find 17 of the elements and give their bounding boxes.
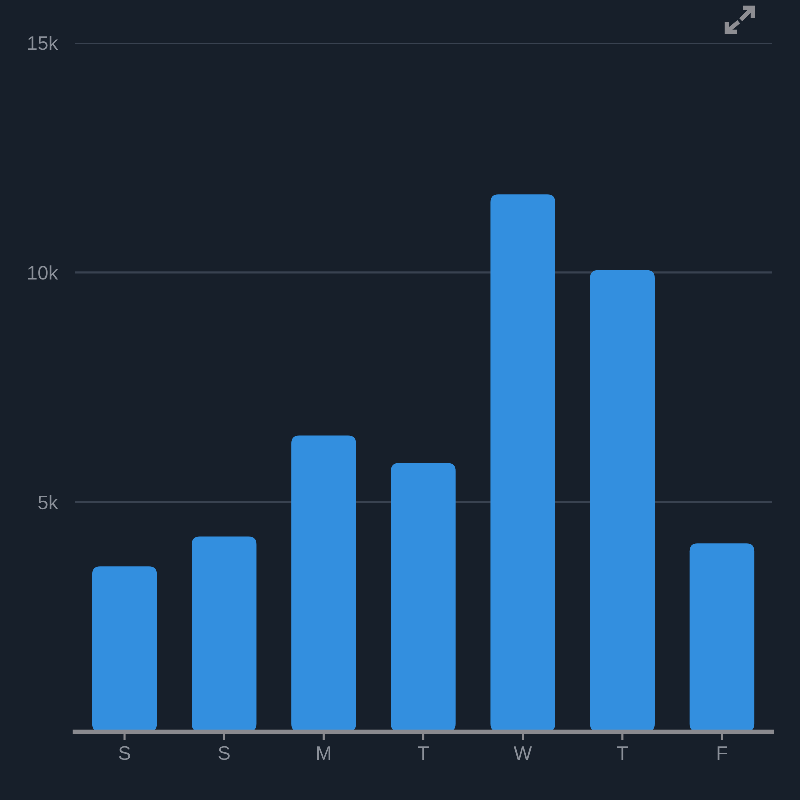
bar (391, 463, 456, 732)
x-tick-label: T (617, 746, 628, 760)
bar (292, 436, 356, 732)
bar (590, 270, 656, 732)
x-tick-label: S (119, 746, 130, 760)
x-tick-label: M (317, 746, 330, 760)
y-tick-label: 15k (28, 36, 58, 50)
bar (690, 544, 755, 732)
x-tick-label: W (514, 746, 532, 760)
y-tick-label: 5k (38, 495, 58, 510)
bar (192, 536, 257, 732)
bar (490, 194, 556, 732)
y-tick-label: 10k (28, 266, 58, 280)
bar (92, 566, 158, 732)
x-tick-label: S (218, 746, 230, 760)
x-tick-label: F (718, 746, 728, 760)
x-tick-label: T (418, 746, 429, 760)
